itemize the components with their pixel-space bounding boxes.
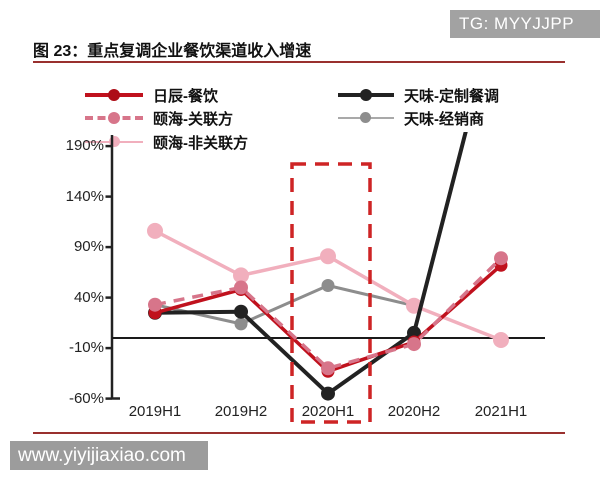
legend-line-red-icon — [85, 89, 143, 101]
legend-label: 日辰-餐饮 — [153, 87, 218, 105]
legend-item-richen-canyin: 日辰-餐饮 — [85, 84, 218, 106]
legend-line-rose-dashed-icon — [85, 112, 143, 124]
series-marker-4 — [321, 279, 335, 292]
chart-canvas — [105, 132, 545, 424]
legend-marker-pink-icon — [109, 136, 120, 147]
y-tick-label: -10% — [68, 339, 104, 356]
series-marker-1 — [321, 361, 335, 376]
x-tick-label: 2019H1 — [128, 403, 182, 420]
legend-label: 颐海-非关联方 — [153, 134, 248, 152]
series-marker-2 — [493, 332, 509, 348]
series-marker-3 — [407, 325, 421, 340]
legend-line-pink-icon — [85, 136, 143, 147]
series-marker-4 — [234, 317, 248, 331]
y-tick-label: 190% — [65, 137, 104, 154]
series-marker-2 — [233, 267, 249, 284]
x-tick-label: 2019H2 — [214, 403, 268, 420]
legend-item-yihai-feiguanlianfang: 颐海-非关联方 — [85, 131, 248, 153]
y-tick-label: 40% — [73, 289, 104, 306]
series-marker-1 — [234, 280, 248, 295]
x-tick-label: 2021H1 — [474, 403, 528, 420]
x-tick-label: 2020H1 — [301, 403, 355, 420]
legend-label: 天味-经销商 — [404, 110, 484, 128]
series-marker-3 — [234, 304, 248, 319]
series-line-1 — [154, 256, 503, 371]
highlight-rect — [290, 162, 372, 424]
telegram-badge: TG: MYYJJPP — [450, 10, 600, 38]
series-marker-1 — [494, 251, 508, 266]
legend-marker-gray-icon — [360, 112, 371, 123]
legend-marker-red-icon — [108, 89, 120, 101]
series-line-4 — [154, 284, 415, 326]
legend-marker-rose-icon — [108, 112, 120, 124]
figure-title: 图 23：重点复调企业餐饮渠道收入增速 — [33, 43, 312, 60]
series-marker-3 — [321, 386, 335, 401]
y-tick-label: 90% — [73, 238, 104, 255]
legend-label: 颐海-关联方 — [153, 110, 233, 128]
legend-item-yihai-guanlianfang: 颐海-关联方 — [85, 107, 233, 129]
series-marker-1 — [148, 297, 162, 312]
watermark: www.yiyijiaxiao.com — [10, 441, 208, 470]
bottom-divider — [33, 432, 565, 434]
legend-item-tianwei-jingxiaoshang: 天味-经销商 — [338, 107, 484, 129]
series-marker-2 — [147, 222, 163, 239]
series-marker-2 — [320, 248, 336, 265]
series-marker-1 — [407, 337, 421, 352]
legend-line-gray-icon — [338, 112, 394, 123]
legend-label: 天味-定制餐调 — [404, 87, 499, 105]
legend-line-black-icon — [338, 89, 394, 101]
title-divider — [33, 61, 565, 63]
y-tick-label: -60% — [68, 390, 104, 407]
legend-marker-black-icon — [360, 89, 372, 101]
x-tick-label: 2020H2 — [387, 403, 441, 420]
y-tick-label: 140% — [65, 188, 104, 205]
legend-item-tianwei-dingzhi: 天味-定制餐调 — [338, 84, 499, 106]
